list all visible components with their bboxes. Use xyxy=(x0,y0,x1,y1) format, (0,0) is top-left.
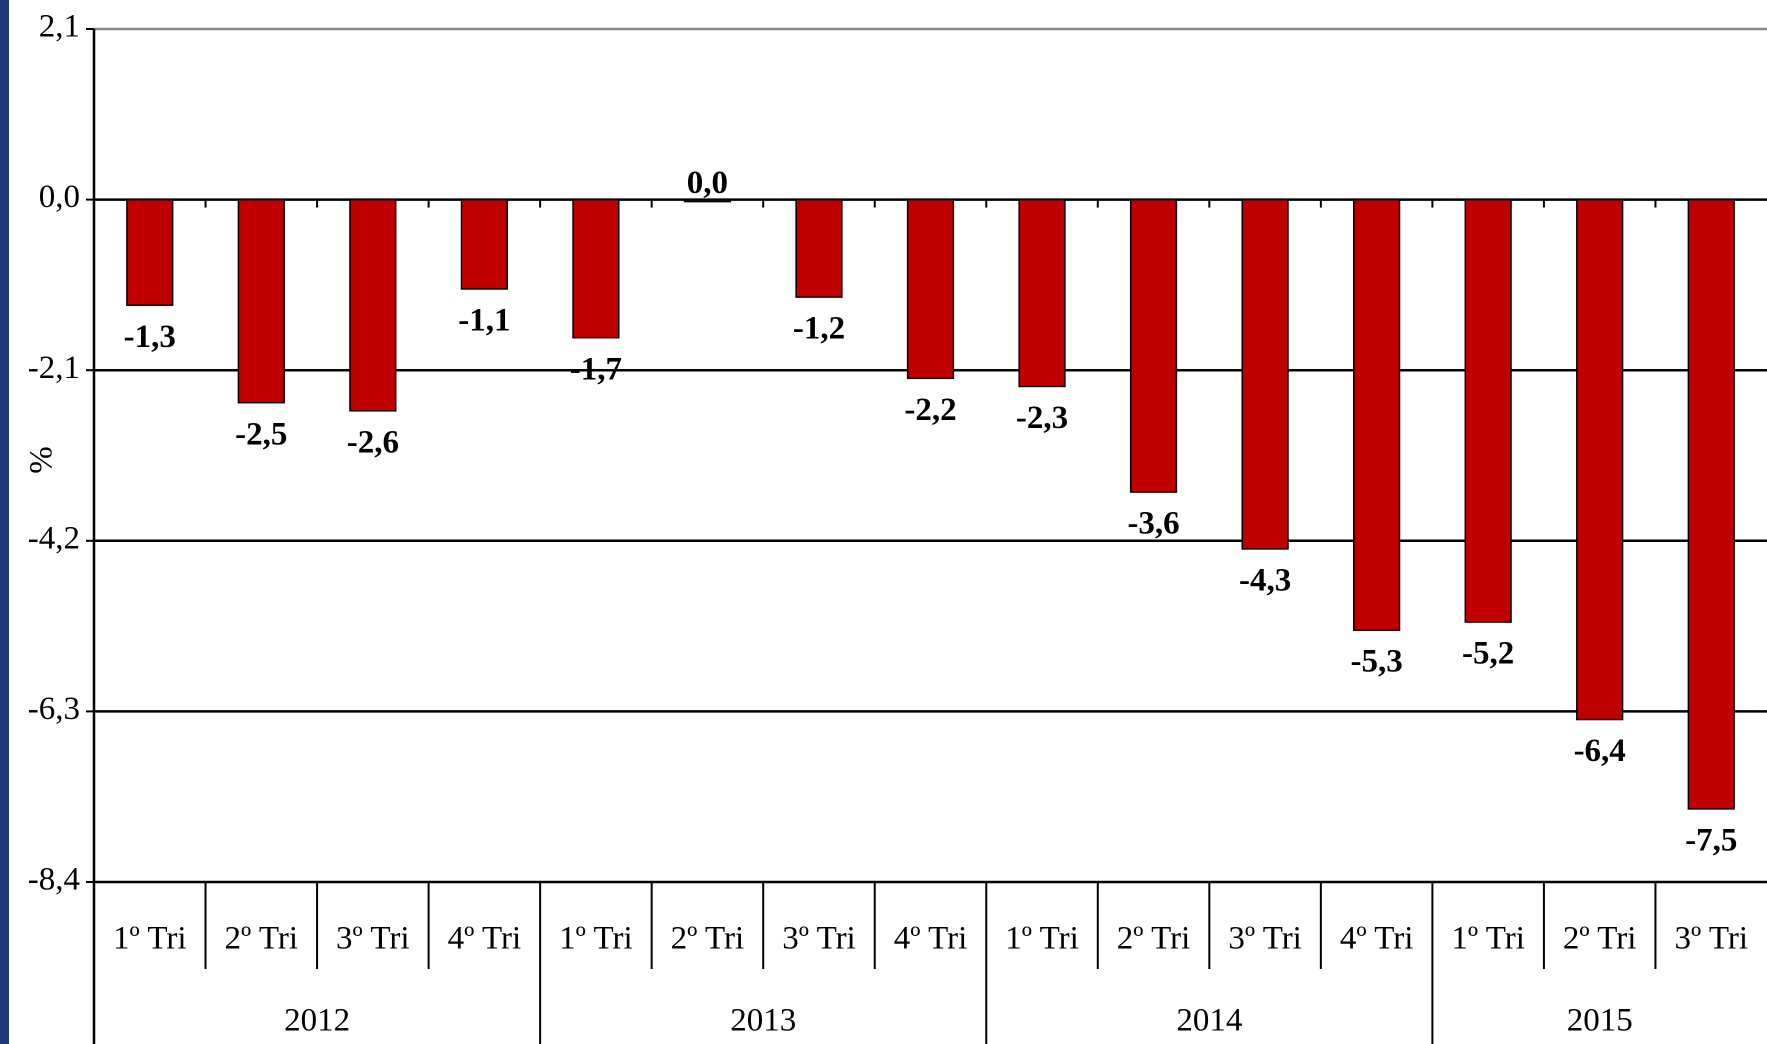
group-label: 2014 xyxy=(1176,1003,1242,1039)
y-tick-label: 0,0 xyxy=(39,179,80,215)
value-label: -5,3 xyxy=(1351,644,1403,680)
value-label: -1,3 xyxy=(124,319,176,355)
bar xyxy=(1576,198,1624,721)
value-label: -2,2 xyxy=(904,392,956,428)
left-border xyxy=(0,0,9,1044)
bar xyxy=(126,198,174,306)
bar xyxy=(237,198,285,404)
bar xyxy=(460,198,508,290)
x-tick-label: 1º Tri xyxy=(113,921,187,957)
group-label: 2013 xyxy=(730,1003,796,1039)
bar xyxy=(1687,198,1735,810)
y-tick-label: -6,3 xyxy=(28,691,80,727)
value-label: -2,5 xyxy=(235,416,287,452)
x-tick-label: 2º Tri xyxy=(1117,921,1191,957)
value-label: -5,2 xyxy=(1462,636,1514,672)
bar xyxy=(1464,198,1512,623)
value-label: -1,1 xyxy=(458,303,510,339)
group-label: 2012 xyxy=(284,1003,350,1039)
y-tick-label: -4,2 xyxy=(28,520,80,556)
value-label: 0,0 xyxy=(687,165,728,201)
x-tick-label: 4º Tri xyxy=(894,921,968,957)
bar xyxy=(572,198,620,339)
bar xyxy=(349,198,397,412)
bar xyxy=(1018,198,1066,388)
value-label: -1,7 xyxy=(570,351,622,387)
bar xyxy=(1129,198,1178,493)
y-tick-label: 2,1 xyxy=(39,9,80,45)
x-tick-label: 2º Tri xyxy=(225,921,299,957)
x-tick-label: 3º Tri xyxy=(1228,921,1302,957)
bar xyxy=(1241,198,1289,550)
x-tick-label: 1º Tri xyxy=(1005,921,1079,957)
x-tick-label: 3º Tri xyxy=(782,921,856,957)
value-label: -4,3 xyxy=(1239,563,1291,599)
value-label: -1,2 xyxy=(793,311,845,347)
bar xyxy=(906,198,955,380)
y-tick-label: -8,4 xyxy=(28,862,80,898)
x-tick-label: 2º Tri xyxy=(671,921,745,957)
x-tick-label: 4º Tri xyxy=(448,921,522,957)
value-label: -6,4 xyxy=(1574,733,1626,769)
value-label: -7,5 xyxy=(1685,822,1737,858)
y-tick-label: -2,1 xyxy=(28,350,80,386)
group-label: 2015 xyxy=(1567,1003,1633,1039)
bar xyxy=(1353,198,1401,631)
x-tick-label: 1º Tri xyxy=(559,921,633,957)
x-tick-label: 2º Tri xyxy=(1563,921,1637,957)
x-tick-label: 4º Tri xyxy=(1340,921,1414,957)
x-tick-label: 3º Tri xyxy=(336,921,410,957)
value-label: -3,6 xyxy=(1127,506,1179,542)
y-axis-label: % xyxy=(24,446,60,474)
x-tick-label: 3º Tri xyxy=(1674,921,1748,957)
value-label: -2,6 xyxy=(347,424,399,460)
x-tick-label: 1º Tri xyxy=(1451,921,1525,957)
bar xyxy=(795,198,843,298)
value-label: -2,3 xyxy=(1016,400,1068,436)
bar xyxy=(683,198,732,203)
